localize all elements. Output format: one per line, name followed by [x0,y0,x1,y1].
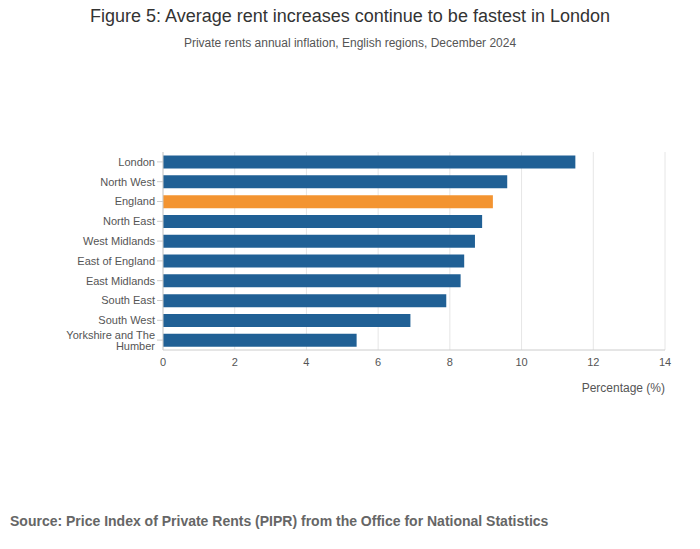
svg-text:4: 4 [303,356,309,368]
html-text:Figure 5: Average rent increas: Figure 5: Average rent increases continu… [90,6,610,26]
svg-text:14: 14 [659,356,671,368]
svg-text:East Midlands: East Midlands [86,275,156,287]
svg-text:West Midlands: West Midlands [83,235,155,247]
svg-text:North West: North West [100,176,155,188]
svg-text:6: 6 [375,356,381,368]
svg-text:South West: South West [98,314,155,326]
svg-text:London: London [118,156,155,168]
svg-text:0: 0 [160,356,166,368]
svg-text:England: England [115,195,155,207]
svg-text:8: 8 [447,356,453,368]
svg-text:2: 2 [232,356,238,368]
html-text:Source: Price Index of Private: Source: Price Index of Private Rents (PI… [10,513,549,529]
svg-text:North East: North East [103,215,155,227]
svg-text:Yorkshire and TheHumber: Yorkshire and TheHumber [66,329,155,352]
svg-text:East of England: East of England [77,255,155,267]
svg-text:12: 12 [587,356,599,368]
html-text:Percentage (%): Percentage (%) [581,381,665,395]
html-text:Private rents annual inflation: Private rents annual inflation, English … [183,36,517,50]
svg-text:South East: South East [101,294,155,306]
svg-text:10: 10 [515,356,527,368]
